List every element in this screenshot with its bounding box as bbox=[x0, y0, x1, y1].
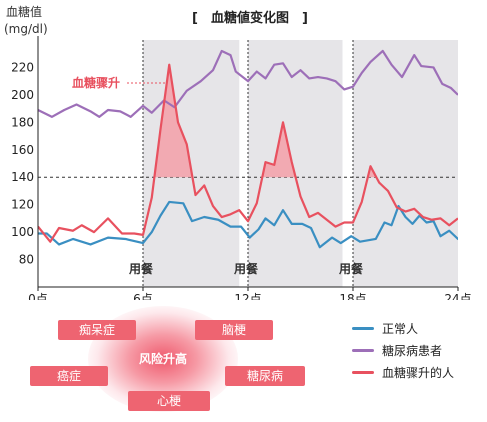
risk-tag-stroke: 脑梗 bbox=[195, 320, 273, 340]
x-tick-label: 18点 bbox=[339, 292, 366, 300]
y-tick-label: 120 bbox=[11, 198, 34, 212]
axes bbox=[37, 36, 459, 291]
y-tick-label: 80 bbox=[19, 253, 34, 267]
spike-area bbox=[154, 64, 193, 178]
y-tick-label: 160 bbox=[11, 143, 34, 157]
legend-item-normal: 正常人 bbox=[352, 317, 454, 339]
risk-diagram: 风险升高 痴呆症 脑梗 癌症 糖尿病 心梗 bbox=[0, 300, 350, 422]
spike-annotation: 血糖骤升 bbox=[72, 75, 120, 90]
legend-swatch bbox=[352, 348, 374, 352]
spike-area bbox=[262, 122, 296, 178]
series-line-0 bbox=[38, 200, 458, 249]
y-tick-label: 140 bbox=[11, 170, 34, 184]
blood-glucose-chart: 80 100 120 140 160 180 200 220 0点 6点 12点 18点 24点 用餐 用餐… bbox=[4, 4, 472, 300]
legend-label: 血糖骤升的人 bbox=[382, 365, 455, 380]
legend-item-diabetic: 糖尿病患者 bbox=[352, 339, 454, 361]
post-meal-band bbox=[353, 40, 458, 287]
y-axis-title: 血糖值 bbox=[6, 4, 42, 19]
y-tick-label: 220 bbox=[11, 60, 34, 74]
y-tick-label: 100 bbox=[11, 225, 34, 239]
post-meal-band bbox=[248, 40, 343, 287]
y-tick-label: 180 bbox=[11, 115, 34, 129]
x-tick-label: 0点 bbox=[28, 292, 48, 300]
legend-swatch bbox=[352, 326, 374, 330]
axis-labels: 80 100 120 140 160 180 200 220 0点 6点 12点 18点 24点 用餐 用餐… bbox=[11, 60, 472, 300]
meal-label: 用餐 bbox=[233, 261, 259, 276]
x-tick-label: 6点 bbox=[133, 292, 153, 300]
x-tick-label: 24点 bbox=[444, 292, 471, 300]
risk-tag-cancer: 癌症 bbox=[30, 366, 108, 386]
meal-label: 用餐 bbox=[128, 261, 154, 276]
legend-swatch bbox=[352, 370, 374, 374]
series-lines bbox=[38, 49, 458, 249]
meal-label: 用餐 bbox=[338, 261, 364, 276]
series-line-2 bbox=[38, 63, 458, 243]
y-tick-label: 200 bbox=[11, 88, 34, 102]
legend-item-spike: 血糖骤升的人 bbox=[352, 361, 454, 383]
chart-title: [ 血糖値变化图 ] bbox=[192, 10, 308, 26]
legend-label: 糖尿病患者 bbox=[382, 343, 443, 358]
chart-legend: 正常人 糖尿病患者 血糖骤升的人 bbox=[352, 317, 454, 383]
risk-tag-heart-attack: 心梗 bbox=[128, 391, 210, 411]
y-axis-unit: (mg/dl) bbox=[4, 22, 48, 36]
legend-label: 正常人 bbox=[382, 321, 419, 336]
post-meal-shading bbox=[143, 40, 458, 287]
risk-tag-diabetes: 糖尿病 bbox=[225, 366, 305, 386]
x-tick-label: 12点 bbox=[234, 292, 261, 300]
series-line-1 bbox=[38, 49, 458, 118]
risk-tag-dementia: 痴呆症 bbox=[58, 320, 136, 340]
risk-center-label: 风险升高 bbox=[138, 352, 187, 366]
